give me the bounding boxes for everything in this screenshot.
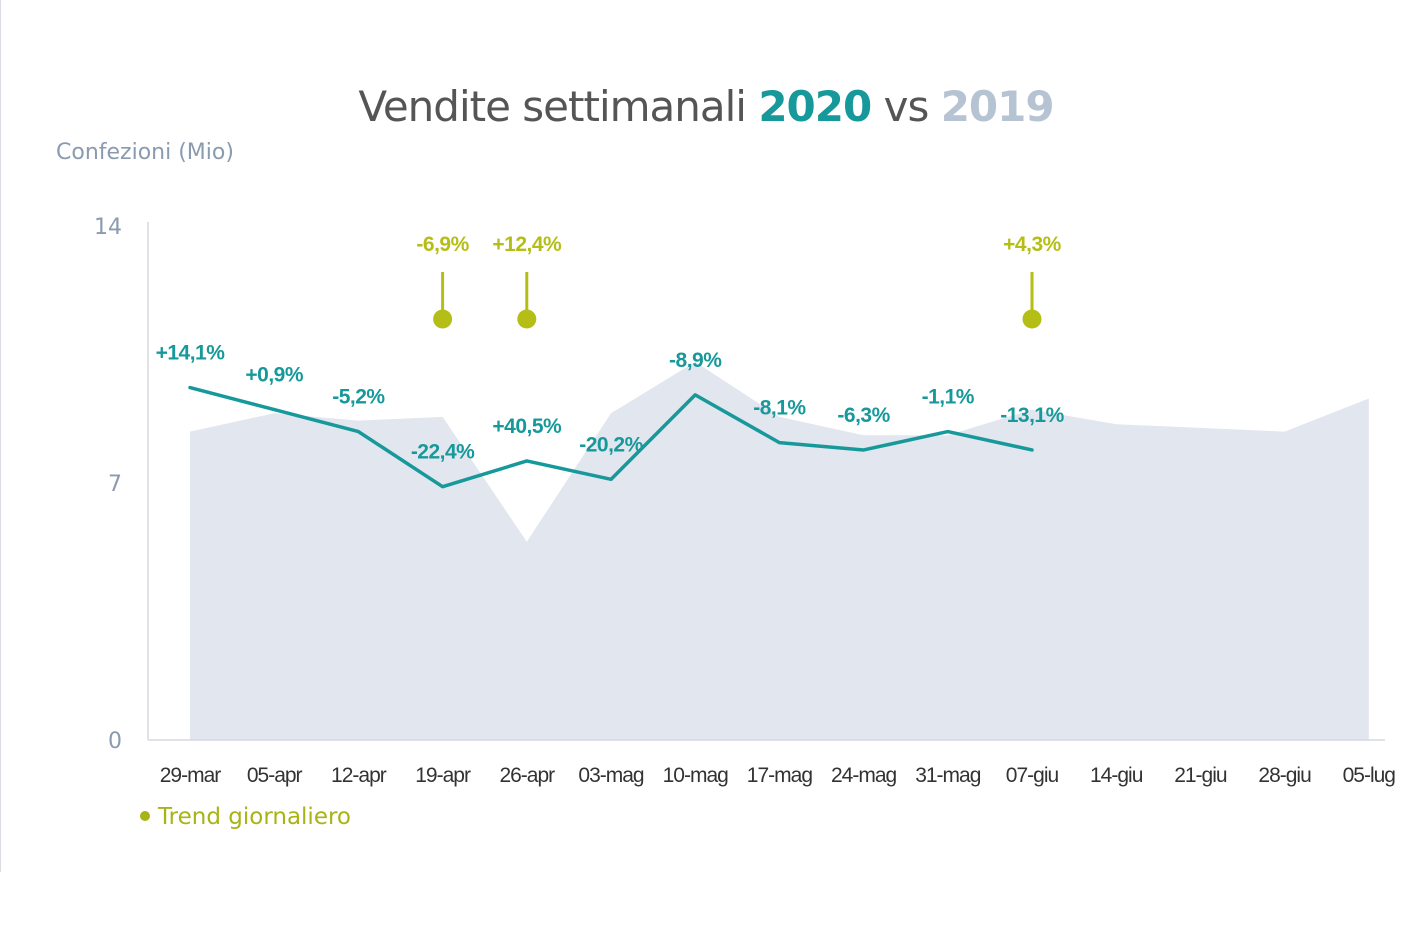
x-tick-label: 05-apr: [247, 764, 303, 787]
trend-label: +4,3%: [1003, 233, 1061, 256]
x-tick-label: 17-mag: [747, 764, 813, 787]
x-tick-label: 03-mag: [578, 764, 644, 787]
y-tick-label: 14: [94, 215, 122, 240]
x-tick-label: 31-mag: [915, 764, 981, 787]
x-tick-label: 28-giu: [1258, 764, 1311, 787]
data-label-2020: -6,3%: [837, 404, 890, 427]
x-tick-label: 07-giu: [1006, 764, 1059, 787]
title-vs: vs: [883, 82, 930, 131]
x-tick-label: 29-mar: [160, 764, 222, 787]
trend-label: +12,4%: [492, 233, 562, 256]
series-2020-line: [188, 385, 1034, 489]
trend-label: -6,9%: [416, 233, 469, 256]
title-year-2020: 2020: [758, 82, 872, 131]
data-label-2020: +14,1%: [156, 342, 226, 365]
x-tick-label: 12-apr: [331, 764, 387, 787]
series-2019-area: [190, 361, 1369, 740]
data-label-2020: -1,1%: [922, 386, 975, 409]
data-label-2020: -13,1%: [1000, 404, 1064, 427]
x-tick-label: 14-giu: [1090, 764, 1143, 787]
trend-dot: [1022, 309, 1042, 329]
data-label-2020: +40,5%: [492, 415, 562, 438]
data-label-2020: +0,9%: [245, 364, 303, 387]
y-tick-label: 7: [108, 472, 122, 497]
x-tick-label: 26-apr: [499, 764, 555, 787]
y-tick-label: 0: [108, 729, 122, 754]
legend-label: Trend giornaliero: [158, 804, 351, 830]
x-tick-label: 10-mag: [663, 764, 729, 787]
legend: Trend giornaliero: [140, 804, 351, 830]
data-label-2020: -20,2%: [579, 433, 643, 456]
trend-dot: [517, 309, 537, 329]
x-tick-label: 21-giu: [1174, 764, 1227, 787]
data-label-2020: -22,4%: [411, 441, 475, 464]
y-axis-label: Confezioni (Mio): [56, 140, 234, 165]
title-prefix: Vendite settimanali: [358, 82, 747, 131]
legend-dot-icon: [140, 810, 150, 821]
chart-frame: [0, 0, 1, 872]
trend-dot: [433, 309, 453, 329]
title-year-2019: 2019: [940, 82, 1055, 131]
x-tick-label: 19-apr: [415, 764, 471, 787]
data-label-2020: -8,9%: [669, 349, 722, 372]
x-tick-label: 05-lug: [1343, 764, 1396, 787]
data-label-2020: -8,1%: [753, 397, 806, 420]
data-label-2020: -5,2%: [332, 386, 385, 409]
chart-title: Vendite settimanali 2020 vs 2019: [0, 82, 1412, 131]
x-tick-label: 24-mag: [831, 764, 897, 787]
